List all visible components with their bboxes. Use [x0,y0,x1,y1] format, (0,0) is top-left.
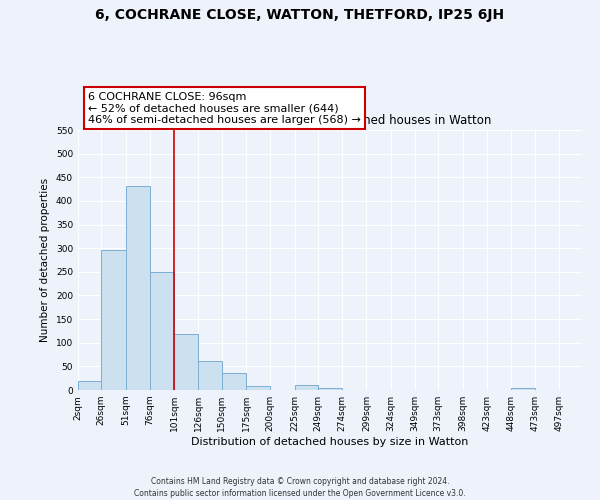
Bar [222,374,246,390]
Bar [511,388,535,390]
Bar [295,385,318,390]
Text: 6 COCHRANE CLOSE: 96sqm
← 52% of detached houses are smaller (644)
46% of semi-d: 6 COCHRANE CLOSE: 96sqm ← 52% of detache… [88,92,361,125]
Title: Size of property relative to detached houses in Watton: Size of property relative to detached ho… [169,114,491,128]
Bar [246,386,270,390]
Bar [78,382,101,390]
Text: 6, COCHRANE CLOSE, WATTON, THETFORD, IP25 6JH: 6, COCHRANE CLOSE, WATTON, THETFORD, IP2… [95,8,505,22]
Bar [125,186,150,390]
Bar [150,272,174,390]
Text: Contains HM Land Registry data © Crown copyright and database right 2024.
Contai: Contains HM Land Registry data © Crown c… [134,476,466,498]
Y-axis label: Number of detached properties: Number of detached properties [40,178,50,342]
Bar [101,250,125,390]
Bar [174,334,199,390]
Bar [318,388,342,390]
Bar [199,360,222,390]
X-axis label: Distribution of detached houses by size in Watton: Distribution of detached houses by size … [191,437,469,447]
